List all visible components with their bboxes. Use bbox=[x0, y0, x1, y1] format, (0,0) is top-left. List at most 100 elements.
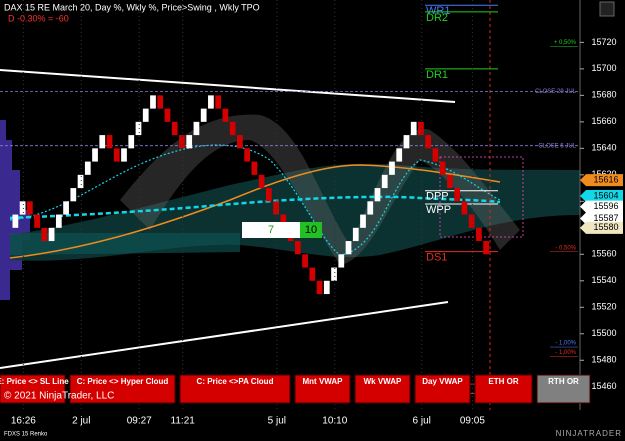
percent-label: + 0,50% bbox=[554, 40, 577, 46]
wk-vwap bbox=[9, 195, 501, 220]
renko-brick bbox=[476, 227, 482, 242]
renko-brick bbox=[418, 121, 424, 136]
renko-brick bbox=[193, 121, 200, 136]
toolbar-button[interactable] bbox=[414, 374, 471, 404]
renko-brick bbox=[273, 201, 279, 215]
renko-brick bbox=[244, 148, 250, 162]
button-label: C: Price <>PA Cloud bbox=[197, 377, 274, 386]
trend-line bbox=[0, 301, 449, 369]
renko-brick bbox=[439, 161, 446, 175]
button-label: ETH OR bbox=[488, 377, 518, 386]
renko-brick bbox=[229, 121, 236, 136]
renko-brick bbox=[164, 108, 171, 122]
signal-count: 10 bbox=[305, 224, 317, 236]
toolbar-button[interactable] bbox=[536, 374, 591, 404]
y-tick-label: 15720 bbox=[591, 37, 616, 47]
y-tick-label: 15700 bbox=[591, 63, 616, 73]
renko-brick bbox=[367, 201, 374, 215]
renko-brick bbox=[468, 214, 475, 228]
y-tick-label: 15640 bbox=[591, 143, 616, 153]
renko-brick bbox=[70, 188, 77, 202]
button-label: C: Price <> Hyper Cloud bbox=[77, 377, 169, 386]
renko-brick bbox=[63, 201, 69, 215]
renko-brick bbox=[331, 267, 337, 281]
renko-brick bbox=[396, 148, 403, 162]
signal-count: 7 bbox=[268, 224, 274, 236]
renko-brick bbox=[84, 161, 91, 175]
renko-brick bbox=[77, 174, 84, 189]
chart-title: DAX 15 RE March 20, Day %, Wkly %, Price… bbox=[4, 2, 260, 12]
logo: NINJATRADER bbox=[556, 429, 622, 438]
swing-cloud bbox=[120, 114, 520, 266]
renko-brick bbox=[142, 108, 149, 122]
price-tag-label: 15580 bbox=[593, 222, 618, 232]
price-tag bbox=[580, 190, 623, 203]
x-tick-label: 16:26 bbox=[11, 416, 36, 427]
renko-brick bbox=[410, 121, 417, 136]
renko-brick bbox=[135, 121, 142, 136]
signal-box bbox=[242, 222, 300, 238]
renko-brick bbox=[208, 95, 214, 109]
button-label: RTH OR bbox=[548, 377, 579, 386]
price-tag bbox=[580, 221, 623, 234]
renko-brick bbox=[425, 135, 432, 149]
button-label: Mnt VWAP bbox=[303, 377, 344, 386]
button-label: Day VWAP bbox=[422, 377, 463, 386]
toolbar-button[interactable] bbox=[0, 374, 66, 404]
pivot-label: WR1 bbox=[426, 5, 450, 17]
pivot-label: DS1 bbox=[426, 252, 447, 264]
renko-brick bbox=[403, 135, 410, 149]
renko-brick bbox=[26, 201, 33, 215]
renko-brick bbox=[157, 95, 164, 109]
percent-label: CLOSE 29 JUL bbox=[535, 89, 577, 95]
percent-label: - 1,00% bbox=[555, 350, 576, 356]
y-tick-label: 15680 bbox=[591, 90, 616, 100]
price-tag-label: 15616 bbox=[593, 175, 618, 185]
renko-brick bbox=[150, 95, 156, 109]
renko-brick bbox=[34, 214, 40, 228]
renko-brick bbox=[215, 95, 222, 109]
toolbar-button[interactable] bbox=[474, 374, 533, 404]
renko-brick bbox=[454, 188, 461, 202]
renko-brick bbox=[128, 135, 135, 149]
renko-brick bbox=[99, 135, 106, 149]
y-tick-label: 15460 bbox=[591, 381, 616, 391]
x-tick-label: 5 jul bbox=[268, 416, 286, 427]
renko-brick bbox=[186, 135, 193, 149]
pivot-label: DR2 bbox=[426, 12, 448, 24]
toolbar-button[interactable] bbox=[294, 374, 351, 404]
percent-label: CLOSE 5 JUL bbox=[538, 143, 576, 149]
renko-brick bbox=[12, 214, 19, 228]
renko-brick bbox=[280, 214, 287, 228]
day-vwap bbox=[9, 144, 501, 256]
copyright: © 2021 NinjaTrader, LLC bbox=[4, 391, 114, 402]
y-tick-label: 15500 bbox=[591, 328, 616, 338]
renko-brick bbox=[352, 227, 359, 242]
renko-brick bbox=[360, 214, 366, 228]
signal-box bbox=[300, 222, 322, 238]
renko-brick bbox=[258, 174, 265, 189]
toolbar-button[interactable] bbox=[69, 374, 176, 404]
vwap-line bbox=[9, 164, 501, 259]
renko-brick bbox=[19, 201, 26, 215]
renko-brick bbox=[309, 267, 316, 281]
toolbar-button[interactable] bbox=[179, 374, 291, 404]
renko-brick bbox=[48, 227, 55, 242]
pivot-label: WPP bbox=[426, 204, 451, 216]
renko-brick bbox=[121, 148, 127, 162]
renko-brick bbox=[461, 201, 468, 215]
percent-label: - 1,00% bbox=[555, 341, 576, 347]
renko-brick bbox=[106, 135, 113, 149]
renko-brick bbox=[483, 241, 489, 255]
pivot-label: DPP bbox=[426, 191, 449, 203]
renko-brick bbox=[374, 188, 381, 202]
renko-brick bbox=[389, 161, 395, 175]
price-tag bbox=[580, 200, 623, 213]
x-tick-label: 09:27 bbox=[127, 416, 152, 427]
toolbar-button[interactable] bbox=[354, 374, 411, 404]
trend-line bbox=[0, 69, 456, 103]
renko-brick bbox=[265, 188, 272, 202]
close-icon[interactable] bbox=[599, 1, 615, 17]
renko-brick bbox=[323, 280, 330, 295]
